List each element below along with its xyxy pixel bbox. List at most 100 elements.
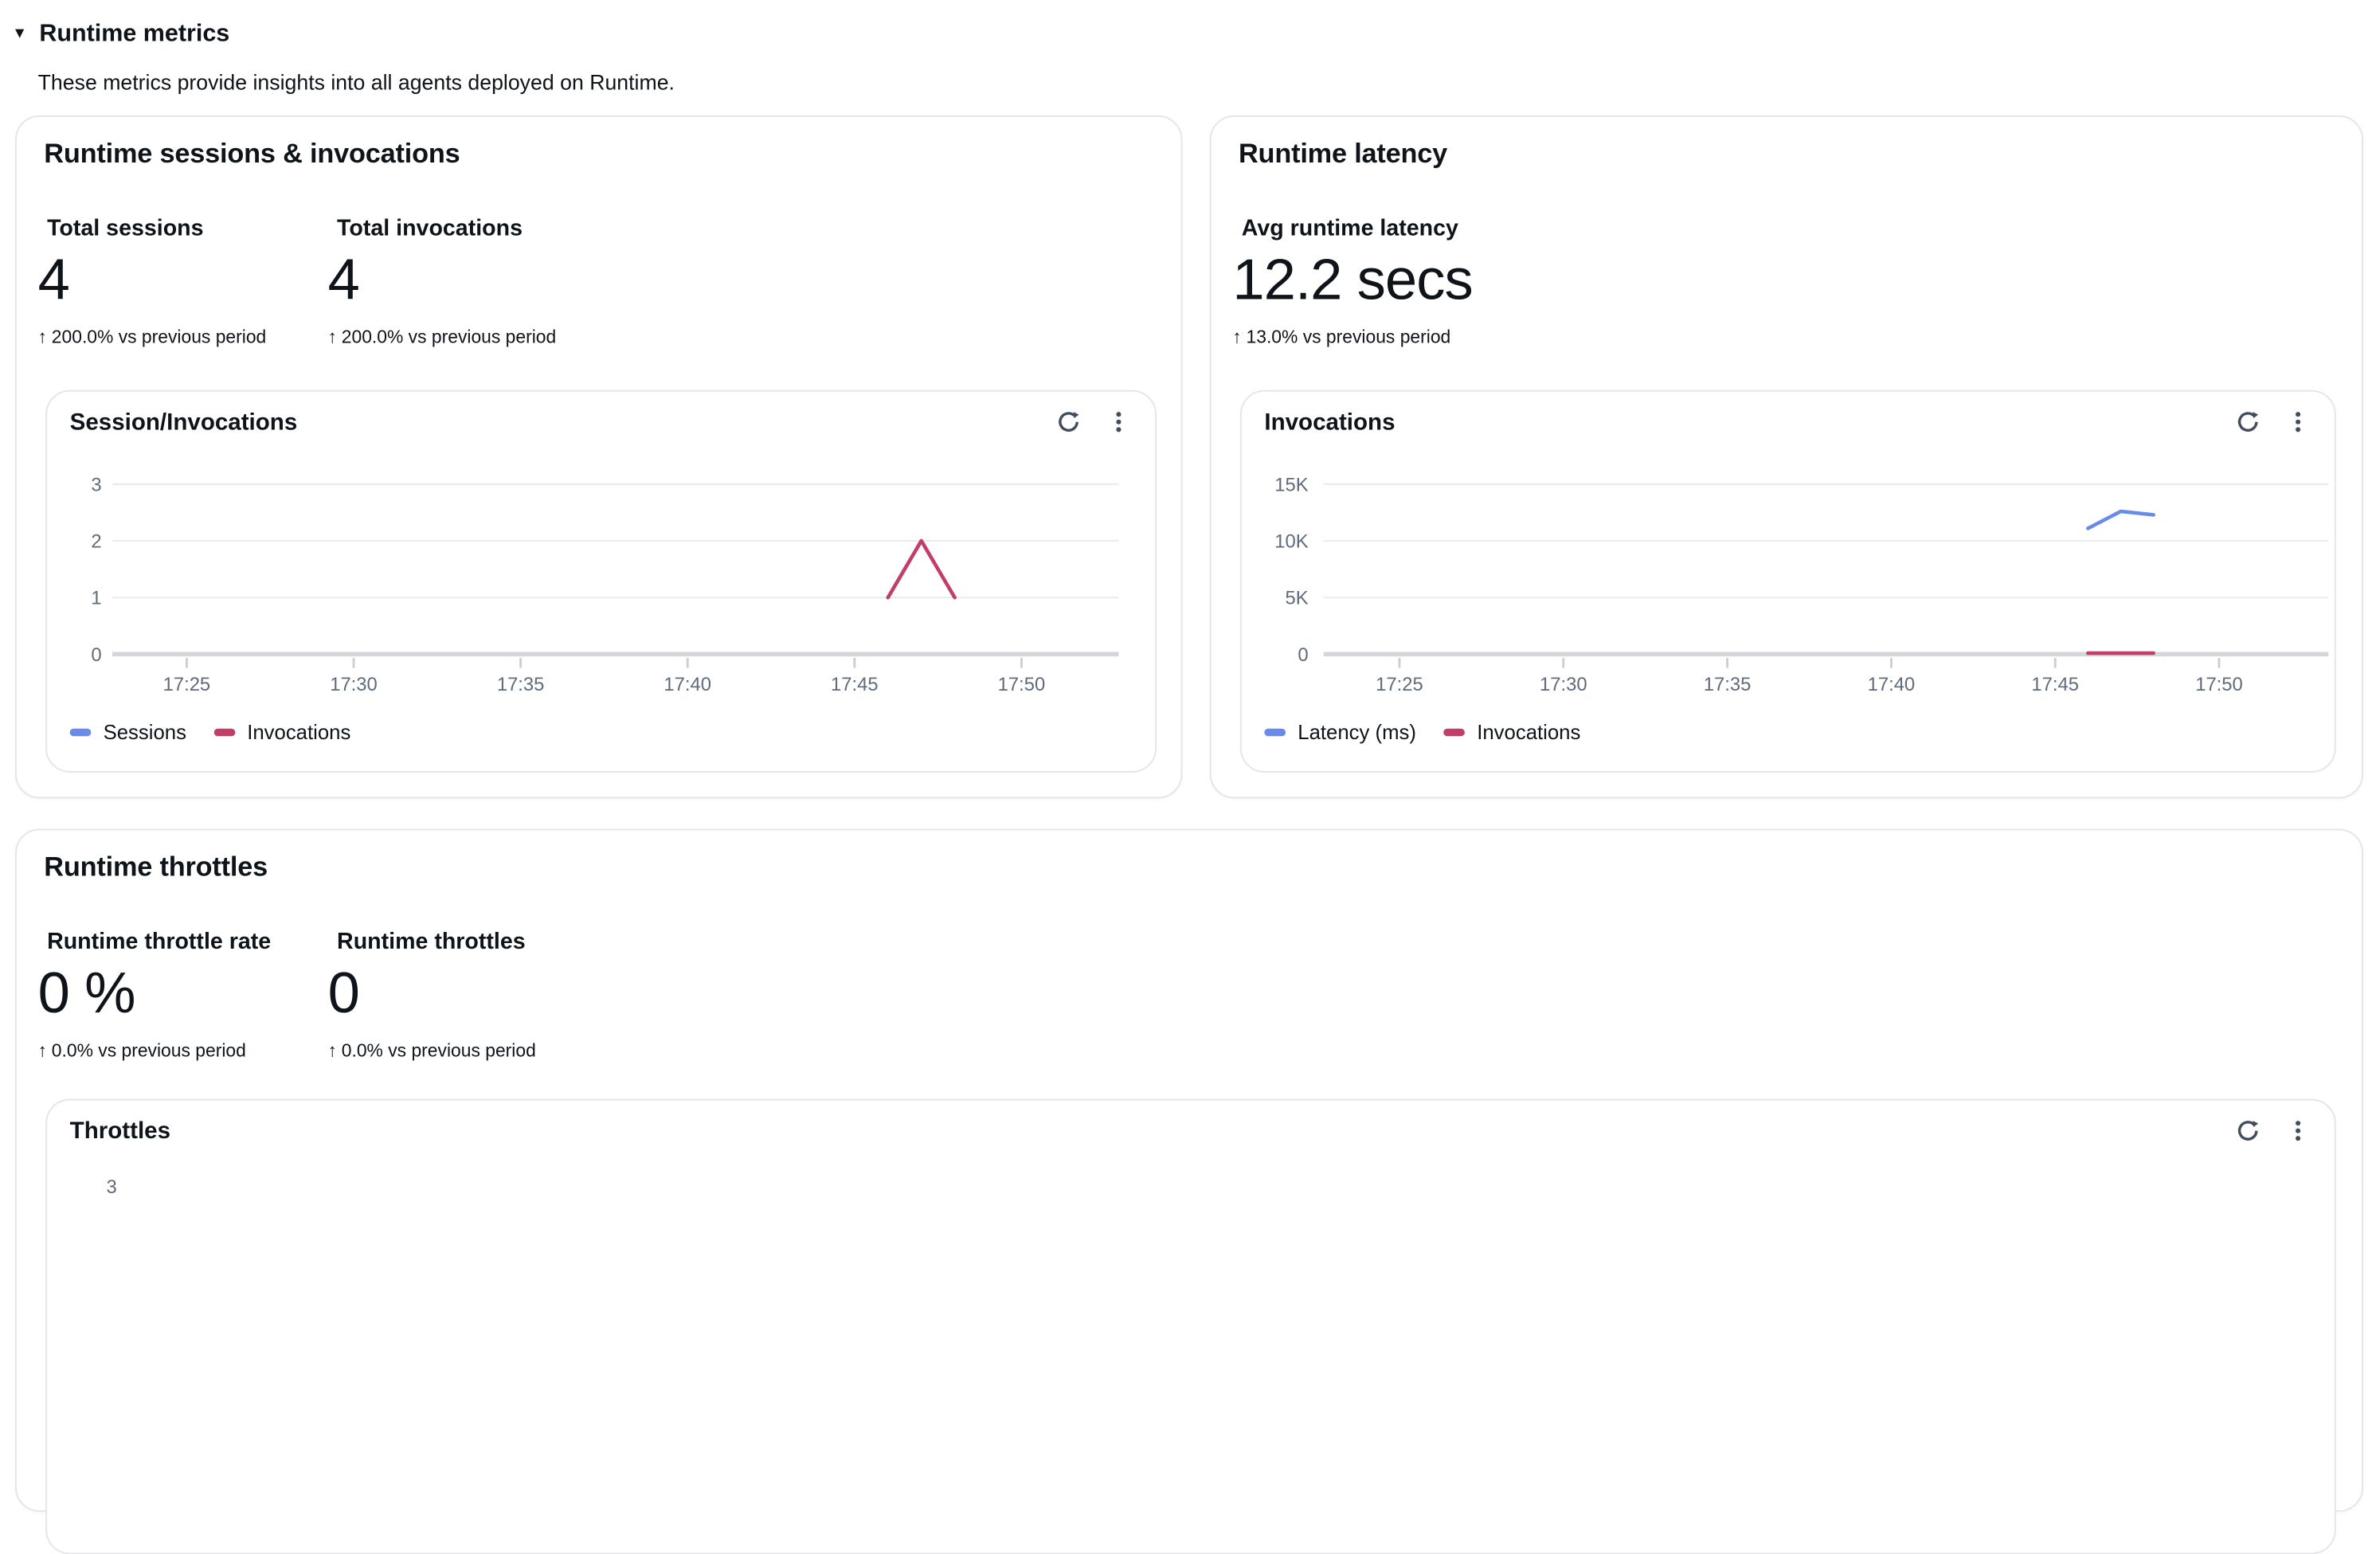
kpi-delta: ↑ 200.0% vs previous period <box>328 326 618 347</box>
panel-title: Session/Invocations <box>69 409 298 436</box>
kpi-runtime-throttles: Runtime throttles 0 ↑ 0.0% vs previous pe… <box>328 929 618 1060</box>
kpi-avg-runtime-latency: Avg runtime latency 12.2 secs ↑ 13.0% vs … <box>1232 216 1626 347</box>
up-arrow-icon: ↑ <box>37 326 48 347</box>
kpi-value: 0 <box>327 962 360 1027</box>
panel-throttles: Throttles 3 <box>45 1098 2336 1554</box>
kpi-delta-text: 13.0% vs previous period <box>1246 326 1451 347</box>
card-runtime-sessions-invocations: Runtime sessions & invocations Total ses… <box>15 115 1183 799</box>
section-description: These metrics provide insights into all … <box>37 69 675 95</box>
svg-text:17:40: 17:40 <box>1868 674 1916 695</box>
legend-color-pill <box>213 727 235 736</box>
card-title: Runtime latency <box>1238 138 1448 169</box>
kpi-label: Runtime throttles <box>337 929 526 955</box>
runtime-metrics-expander[interactable]: ▼ Runtime metrics <box>12 22 229 49</box>
svg-text:10K: 10K <box>1274 531 1308 553</box>
ellipsis-vertical-icon <box>2296 412 2301 433</box>
card-runtime-throttles: Runtime throttles Runtime throttle rate … <box>15 828 2364 1554</box>
kpi-delta-text: 0.0% vs previous period <box>341 1039 536 1061</box>
panel-session-invocations: Session/Invocations 3 2 1 0 17:25 17:30 17:35 1… <box>45 389 1157 773</box>
legend-label: Sessions <box>103 720 186 743</box>
kpi-value: 4 <box>37 249 70 313</box>
legend-item-latency-ms[interactable]: Latency (ms) <box>1264 716 1416 746</box>
svg-text:0: 0 <box>91 644 101 666</box>
kpi-runtime-throttle-rate: Runtime throttle rate 0 % ↑ 0.0% vs previ… <box>38 929 328 1060</box>
refresh-button[interactable] <box>1051 404 1087 440</box>
kpi-row: Runtime throttle rate 0 % ↑ 0.0% vs previ… <box>17 929 2362 1060</box>
kpi-delta-text: 200.0% vs previous period <box>341 326 557 347</box>
chart-legend: Latency (ms) Invocations <box>1264 716 1580 746</box>
svg-text:17:25: 17:25 <box>1376 674 1423 695</box>
svg-text:17:30: 17:30 <box>1540 674 1587 695</box>
kpi-label: Total invocations <box>337 215 523 241</box>
refresh-icon <box>2237 412 2259 432</box>
panel-actions <box>2229 404 2316 440</box>
up-arrow-icon: ↑ <box>327 1039 338 1061</box>
chart-menu-button[interactable] <box>2280 404 2316 440</box>
runtime-metrics-page: ▼ Runtime metrics These metrics provide … <box>12 21 2364 1554</box>
up-arrow-icon: ↑ <box>327 326 338 347</box>
legend-item-invocations[interactable]: Invocations <box>213 716 350 746</box>
legend-label: Invocations <box>1477 720 1581 743</box>
kpi-delta: ↑ 13.0% vs previous period <box>1232 326 1626 347</box>
card-title: Runtime throttles <box>44 851 268 883</box>
panel-actions <box>1051 404 1137 440</box>
svg-text:1: 1 <box>91 588 101 609</box>
ellipsis-vertical-icon <box>2296 1121 2301 1141</box>
cropped-axis-label: 3 <box>106 1176 117 1198</box>
chart-menu-button[interactable] <box>2280 1113 2316 1149</box>
kpi-value: 0 % <box>37 962 136 1027</box>
svg-text:15K: 15K <box>1274 474 1308 495</box>
refresh-icon <box>2237 1121 2259 1141</box>
legend-color-pill <box>69 727 92 736</box>
svg-text:0: 0 <box>1298 644 1308 666</box>
kpi-total-invocations: Total invocations 4 ↑ 200.0% vs previous … <box>328 216 618 347</box>
caret-down-icon: ▼ <box>12 25 28 43</box>
kpi-delta: ↑ 0.0% vs previous period <box>38 1039 328 1061</box>
kpi-label: Avg runtime latency <box>1241 215 1458 241</box>
kpi-value: 12.2 secs <box>1232 249 1473 313</box>
panel-invocations: Invocations 15K 10K 5K 0 17:25 17:30 17:35 17:4… <box>1239 389 2336 773</box>
kpi-label: Runtime throttle rate <box>47 929 272 955</box>
kpi-delta: ↑ 0.0% vs previous period <box>328 1039 618 1061</box>
card-runtime-latency: Runtime latency Avg runtime latency 12.2… <box>1209 115 2364 799</box>
ellipsis-vertical-icon <box>1116 412 1121 433</box>
svg-text:2: 2 <box>91 531 101 553</box>
svg-text:17:25: 17:25 <box>163 674 211 695</box>
up-arrow-icon: ↑ <box>37 1039 48 1061</box>
svg-text:17:50: 17:50 <box>998 674 1046 695</box>
up-arrow-icon: ↑ <box>1232 326 1242 347</box>
legend-item-sessions[interactable]: Sessions <box>69 716 186 746</box>
legend-item-invocations[interactable]: Invocations <box>1443 716 1580 746</box>
svg-text:17:30: 17:30 <box>330 674 378 695</box>
kpi-row: Total sessions 4 ↑ 200.0% vs previous per… <box>17 216 1181 347</box>
panel-actions <box>2229 1113 2316 1149</box>
kpi-value: 4 <box>327 249 360 313</box>
legend-color-pill <box>1264 727 1286 736</box>
chart-menu-button[interactable] <box>1101 404 1137 440</box>
refresh-icon <box>1059 412 1079 432</box>
svg-text:17:40: 17:40 <box>664 674 711 695</box>
legend-color-pill <box>1443 727 1465 736</box>
panel-title: Throttles <box>69 1118 171 1145</box>
refresh-button[interactable] <box>2229 1113 2266 1149</box>
kpi-delta-text: 0.0% vs previous period <box>51 1039 246 1061</box>
svg-text:3: 3 <box>91 474 101 495</box>
section-title: Runtime metrics <box>39 21 230 48</box>
chart-legend: Sessions Invocations <box>69 716 350 746</box>
kpi-label: Total sessions <box>47 215 204 241</box>
kpi-delta: ↑ 200.0% vs previous period <box>38 326 328 347</box>
svg-text:17:45: 17:45 <box>831 674 879 695</box>
svg-text:17:45: 17:45 <box>2031 674 2079 695</box>
kpi-delta-text: 200.0% vs previous period <box>51 326 267 347</box>
svg-text:17:35: 17:35 <box>1704 674 1752 695</box>
legend-label: Latency (ms) <box>1298 720 1416 743</box>
kpi-total-sessions: Total sessions 4 ↑ 200.0% vs previous per… <box>38 216 328 347</box>
card-title: Runtime sessions & invocations <box>44 138 460 169</box>
panel-title: Invocations <box>1264 409 1396 436</box>
refresh-button[interactable] <box>2229 404 2266 440</box>
svg-text:5K: 5K <box>1285 588 1308 609</box>
kpi-row: Avg runtime latency 12.2 secs ↑ 13.0% vs … <box>1212 216 2362 347</box>
svg-text:17:50: 17:50 <box>2195 674 2243 695</box>
legend-label: Invocations <box>247 720 351 743</box>
svg-text:17:35: 17:35 <box>497 674 545 695</box>
